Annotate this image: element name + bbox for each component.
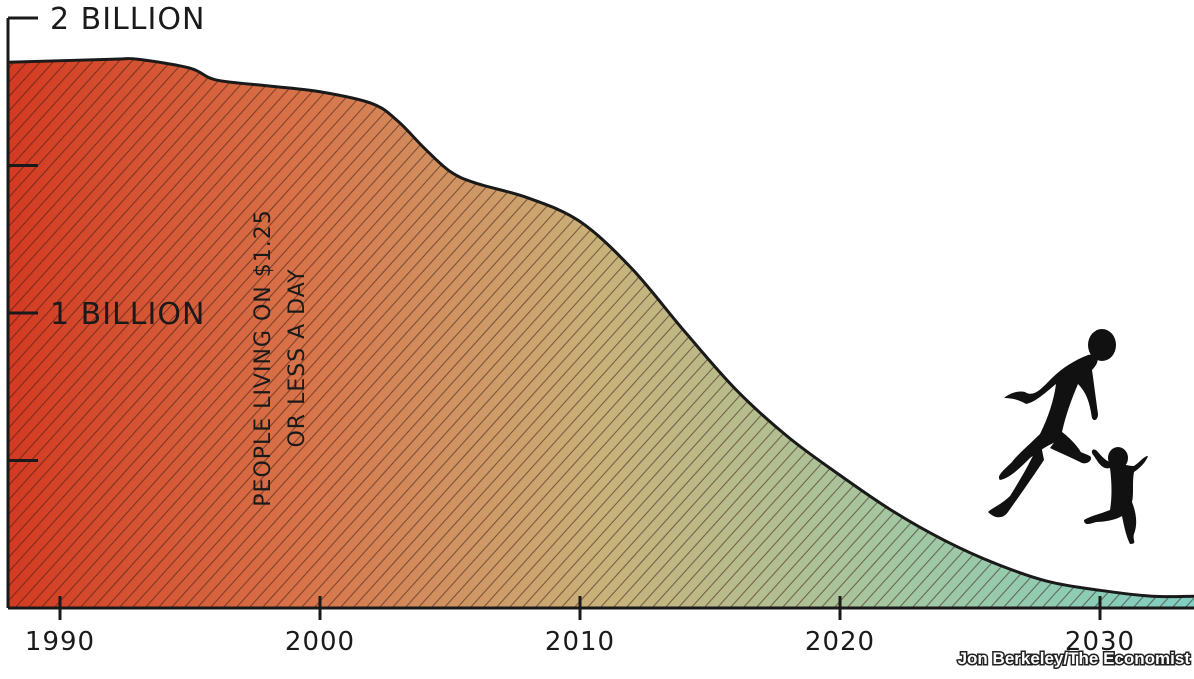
x-tick-label: 2010 [545, 627, 615, 657]
series-line [7, 57, 1194, 599]
running-man-icon [988, 329, 1116, 518]
y-tick-label: 1 BILLION [50, 297, 205, 332]
axis-layer: 2 BILLION 1 BILLION 1990 2000 2010 2020 2030 [6, 2, 1194, 657]
credit-text: Jon Berkeley/The Economist [958, 649, 1191, 668]
x-tick-label: 2000 [285, 627, 355, 657]
annotation-line: PEOPLE LIVING ON $1.25 [251, 209, 276, 506]
x-tick-label: 2020 [805, 627, 875, 657]
running-child-icon [1084, 447, 1148, 544]
y-tick-label: 2 BILLION [50, 2, 205, 37]
x-tick-label: 2030 [1065, 627, 1135, 657]
x-tick-label: 1990 [25, 627, 95, 657]
figure-layer [988, 329, 1148, 544]
label-layer: PEOPLE LIVING ON $1.25 OR LESS A DAY [251, 209, 310, 506]
annotation-line: OR LESS A DAY [285, 268, 310, 447]
